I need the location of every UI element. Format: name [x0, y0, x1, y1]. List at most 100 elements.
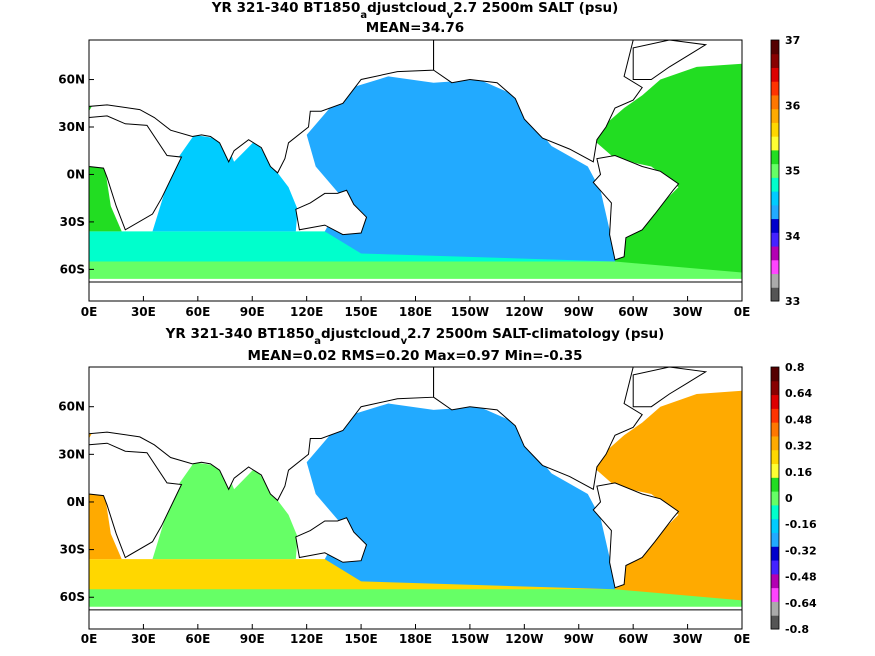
x-tick-label: 0E — [734, 305, 751, 319]
colorbar-segment — [771, 573, 779, 589]
colorbar-segment — [771, 615, 779, 630]
colorbar-label: -0.32 — [785, 544, 817, 557]
x-tick-label: 180E — [399, 305, 432, 319]
colorbar-label: 34 — [785, 230, 801, 243]
title-part: 2.7 2500m SALT (psu) — [453, 0, 618, 16]
colorbar-segment — [771, 504, 779, 520]
x-tick-label: 120W — [505, 632, 543, 646]
colorbar-segment — [771, 191, 779, 206]
chart-title: YR 321-340 BT1850adjustcloudv2.7 2500m S… — [165, 326, 665, 347]
colorbar-segment — [771, 518, 779, 533]
colorbar-frame — [770, 39, 780, 302]
colorbar-segment — [771, 218, 779, 233]
greenland-outline — [632, 39, 708, 80]
x-tick-label: 150E — [344, 305, 377, 319]
x-tick-label: 0E — [81, 305, 98, 319]
eurasia-outline — [88, 39, 435, 174]
colorbar-label: 35 — [785, 165, 800, 178]
colorbar-label: 0 — [785, 492, 793, 505]
x-tick-label: 0E — [81, 632, 98, 646]
x-tick-label: 150W — [451, 305, 489, 319]
title-part: djustcloud — [321, 326, 401, 342]
colorbar-segment — [771, 380, 779, 396]
colorbar-segment — [771, 204, 779, 220]
colorbar-segment — [771, 273, 779, 288]
x-tick-label: 90E — [240, 305, 265, 319]
title-part: v — [401, 336, 408, 347]
x-tick-label: 30W — [673, 305, 703, 319]
atlantic-east-field — [89, 390, 122, 560]
colorbar-segment — [771, 394, 779, 409]
title-part: v — [447, 10, 454, 21]
y-tick-label: 0N — [67, 167, 85, 181]
title-part: djustcloud — [367, 0, 447, 16]
chart-title: YR 321-340 BT1850adjustcloudv2.7 2500m S… — [211, 0, 619, 21]
panel-1: YR 321-340 BT1850adjustcloudv2.7 2500m S… — [58, 0, 800, 319]
y-tick-label: 60S — [60, 590, 85, 604]
x-tick-label: 60E — [185, 305, 210, 319]
x-tick-label: 120E — [290, 632, 323, 646]
colorbar-segment — [771, 81, 779, 96]
colorbar-segment — [771, 149, 779, 165]
colorbar-segment — [771, 546, 779, 561]
colorbar-segment — [771, 67, 779, 82]
colorbar-segment — [771, 463, 779, 478]
x-tick-label: 150W — [451, 632, 489, 646]
colorbar-segment — [771, 435, 779, 451]
colorbar-segment — [771, 232, 779, 247]
x-tick-label: 90W — [564, 305, 594, 319]
indian-ocean-field — [152, 462, 298, 560]
australia-outline — [295, 517, 368, 563]
x-tick-label: 90W — [564, 632, 594, 646]
colorbar-label: 0.48 — [785, 413, 812, 426]
colorbar-label: 33 — [785, 295, 800, 308]
south-america-outline — [592, 482, 680, 589]
x-tick-label: 0E — [734, 632, 751, 646]
colorbar-label: -0.64 — [785, 597, 817, 610]
x-tick-label: 120E — [290, 305, 323, 319]
x-tick-label: 120W — [505, 305, 543, 319]
colorbar-segment — [771, 287, 779, 302]
pacific-ocean-field — [306, 403, 615, 590]
north-america-outline — [433, 39, 643, 163]
panel-2: YR 321-340 BT1850adjustcloudv2.7 2500m S… — [58, 326, 817, 646]
colorbar-label: 0.8 — [785, 361, 805, 374]
colorbar-segment — [771, 40, 779, 55]
colorbar-segment — [771, 94, 779, 110]
colorbar-segment — [771, 477, 779, 492]
colorbar-segment — [771, 491, 779, 506]
greenland-outline — [632, 366, 708, 408]
x-tick-label: 150E — [344, 632, 377, 646]
title-part: a — [314, 336, 321, 347]
colorbar-segment — [771, 259, 779, 275]
colorbar-segment — [771, 122, 779, 137]
colorbar-segment — [771, 246, 779, 261]
x-tick-label: 60W — [618, 305, 648, 319]
subpolar-field — [89, 261, 742, 279]
colorbar-segment — [771, 163, 779, 178]
colorbar-label: 37 — [785, 34, 800, 47]
africa-outline — [88, 115, 183, 231]
colorbar-label: 0.32 — [785, 440, 812, 453]
title-part: YR 321-340 BT1850 — [211, 0, 361, 16]
colorbar-segment — [771, 408, 779, 423]
y-tick-label: 30N — [58, 120, 85, 134]
title-part: YR 321-340 BT1850 — [165, 326, 315, 342]
colorbar-segment — [771, 108, 779, 123]
colorbar-label: 0.64 — [785, 387, 812, 400]
colorbar-segment — [771, 560, 779, 575]
y-tick-label: 30S — [60, 543, 85, 557]
chart-subtitle: MEAN=0.02 RMS=0.20 Max=0.97 Min=-0.35 — [247, 348, 582, 364]
colorbar-segment — [771, 367, 779, 382]
x-tick-label: 60E — [185, 632, 210, 646]
title-part: a — [360, 10, 367, 21]
title-part: 2.7 2500m SALT-climatology (psu) — [407, 326, 664, 342]
south-america-outline — [592, 154, 680, 261]
colorbar-label: 36 — [785, 99, 801, 112]
colorbar-label: -0.16 — [785, 518, 817, 531]
colorbar-segment — [771, 601, 779, 616]
colorbar-label: -0.8 — [785, 623, 809, 636]
atlantic-ocean-field — [593, 390, 742, 601]
x-tick-label: 60W — [618, 632, 648, 646]
